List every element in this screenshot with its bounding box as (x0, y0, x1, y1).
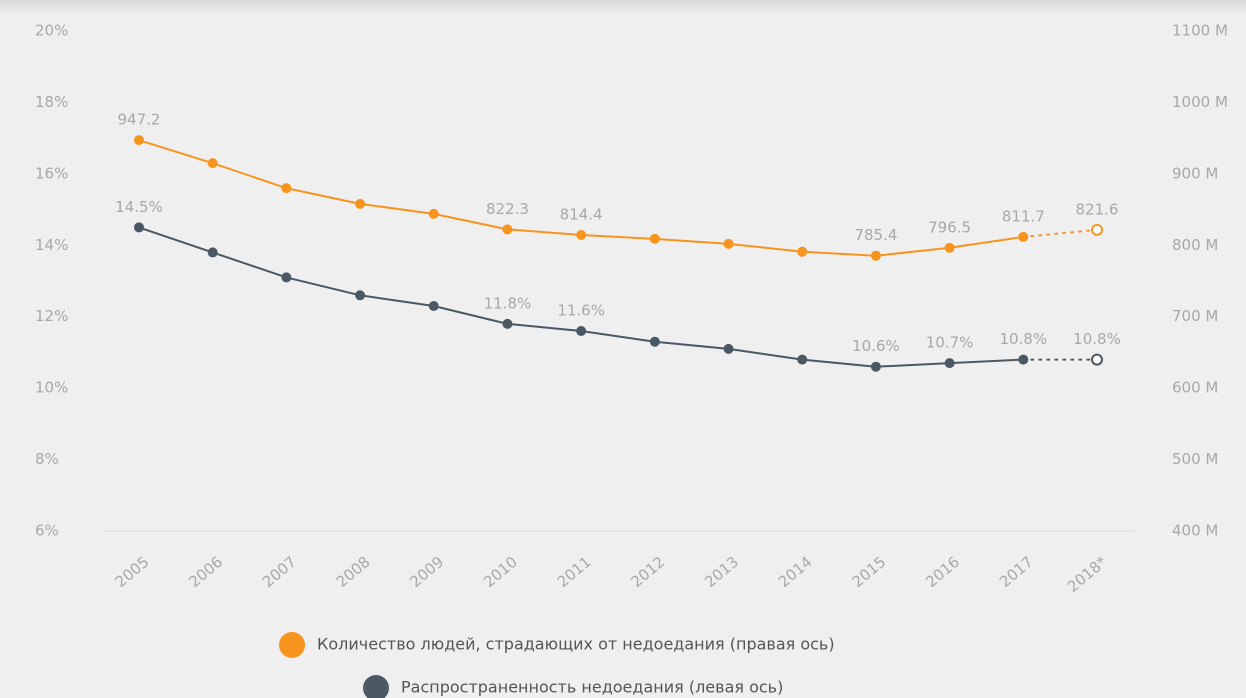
x-tick-label: 2008 (333, 553, 374, 591)
data-label: 11.6% (557, 302, 605, 320)
point (797, 246, 808, 257)
point (281, 183, 292, 194)
x-tick-label: 2007 (259, 553, 300, 591)
y-tick-label: 10% (35, 379, 68, 397)
legend-label: Количество людей, страдающих от недоедан… (317, 635, 835, 654)
point (944, 242, 955, 253)
y2-tick-label: 600 M (1172, 379, 1218, 397)
x-tick-label: 2013 (701, 553, 742, 591)
point (870, 250, 881, 261)
point (355, 290, 366, 301)
point (649, 336, 660, 347)
point (944, 358, 955, 369)
y2-tick-label: 1000 M (1172, 93, 1228, 111)
point (134, 222, 144, 233)
point (870, 361, 881, 372)
data-label: 796.5 (928, 218, 971, 236)
y-tick-label: 8% (35, 450, 59, 468)
point (576, 326, 587, 336)
point (281, 272, 292, 283)
x-tick-label: 2014 (775, 553, 816, 591)
y-tick-label: 16% (35, 164, 68, 182)
point (207, 158, 218, 169)
top-shadow (0, 0, 1246, 14)
x-tick-label: 2016 (922, 553, 963, 591)
x-tick-label: 2005 (112, 553, 153, 591)
y-tick-label: 20% (35, 22, 68, 40)
x-tick-label: 2009 (406, 553, 447, 591)
point (502, 224, 513, 235)
x-tick-label: 2017 (996, 553, 1037, 591)
y-tick-label: 6% (35, 522, 59, 540)
data-label: 14.5% (115, 198, 163, 216)
y2-tick-label: 700 M (1172, 307, 1218, 325)
point (797, 354, 808, 365)
point (1091, 353, 1103, 366)
point (502, 318, 513, 329)
point (428, 208, 439, 219)
point (649, 233, 660, 244)
x-tick-label: 2011 (554, 553, 595, 591)
legend-label: Распространенность недоедания (левая ось… (401, 678, 783, 697)
y2-tick-label: 800 M (1172, 236, 1218, 254)
point (428, 301, 439, 311)
data-label: 821.6 (1076, 200, 1119, 218)
data-label: 10.6% (852, 337, 900, 355)
data-label: 11.8% (484, 294, 532, 312)
data-label: 814.4 (560, 206, 603, 224)
x-tick-label: 2015 (849, 553, 890, 591)
x-tick-label: 2012 (627, 553, 668, 591)
point (1091, 223, 1103, 236)
point (207, 247, 218, 258)
x-tick-label: 2010 (480, 553, 521, 591)
data-label: 947.2 (118, 111, 161, 129)
y2-tick-label: 1100 M (1172, 22, 1228, 40)
y-tick-label: 14% (35, 236, 68, 254)
data-label: 10.8% (999, 330, 1047, 348)
point (355, 198, 366, 209)
legend-marker (363, 675, 389, 698)
data-label: 811.7 (1002, 207, 1045, 225)
y2-tick-label: 400 M (1172, 522, 1218, 540)
legend-marker (279, 632, 305, 658)
point (134, 135, 144, 146)
point (723, 343, 734, 354)
point (1018, 354, 1029, 365)
x-tick-label: 2006 (185, 553, 226, 591)
point (1018, 231, 1029, 242)
data-label: 10.8% (1073, 330, 1121, 348)
data-label: 822.3 (486, 200, 529, 218)
y-tick-label: 18% (35, 93, 68, 111)
x-tick-label: 2018* (1064, 552, 1111, 595)
data-label: 10.7% (926, 334, 974, 352)
data-label: 785.4 (854, 226, 897, 244)
projected-line (1022, 228, 1098, 238)
point (723, 238, 734, 249)
y2-tick-label: 500 M (1172, 450, 1218, 468)
point (576, 230, 587, 240)
y-tick-label: 12% (35, 307, 68, 325)
y2-tick-label: 900 M (1172, 164, 1218, 182)
